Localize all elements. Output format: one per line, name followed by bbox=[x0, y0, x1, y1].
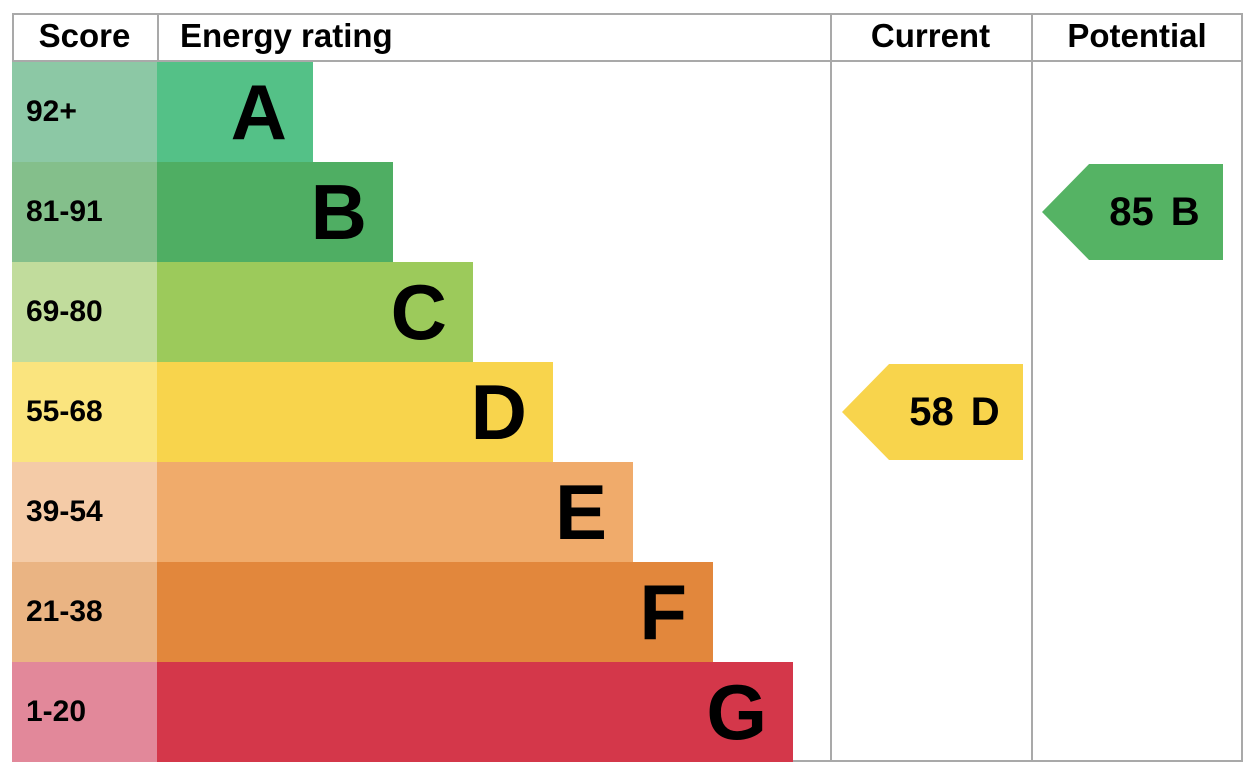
table-header-row: Score Energy rating Current Potential bbox=[12, 13, 1243, 60]
rating-band-row-b: 81-91 B bbox=[12, 162, 1243, 262]
potential-column-header: Potential bbox=[1067, 17, 1207, 54]
score-range-label: 55-68 bbox=[12, 362, 157, 462]
rating-band-bar: G bbox=[157, 662, 793, 762]
epc-table: Score Energy rating Current Potential 92… bbox=[12, 13, 1243, 762]
score-range-label: 81-91 bbox=[12, 162, 157, 262]
score-range-label: 92+ bbox=[12, 62, 157, 162]
rating-band-row-d: 55-68 D bbox=[12, 362, 1243, 462]
rating-band-bar: C bbox=[157, 262, 473, 362]
rating-band-row-a: 92+ A bbox=[12, 62, 1243, 162]
score-range-label: 69-80 bbox=[12, 262, 157, 362]
header-bottom-border bbox=[12, 60, 1243, 62]
current-score-value: 58 bbox=[909, 389, 954, 434]
score-range-label: 39-54 bbox=[12, 462, 157, 562]
score-column-divider bbox=[157, 13, 159, 62]
current-column-header: Current bbox=[870, 17, 991, 54]
rating-band-rows: 92+ A 81-91 B 69-80 C 55-68 D 39-54 E 21-38 F 1-20 G bbox=[12, 62, 1243, 762]
rating-band-row-e: 39-54 E bbox=[12, 462, 1243, 562]
header-left-border bbox=[12, 13, 14, 62]
rating-band-bar: D bbox=[157, 362, 553, 462]
potential-score-value: 85 bbox=[1109, 189, 1154, 234]
current-band-letter: D bbox=[970, 389, 1000, 434]
rating-band-bar: F bbox=[157, 562, 713, 662]
rating-band-row-c: 69-80 C bbox=[12, 262, 1243, 362]
potential-band-letter: B bbox=[1170, 189, 1200, 234]
score-column-header: Score bbox=[38, 17, 131, 54]
rating-band-row-f: 21-38 F bbox=[12, 562, 1243, 662]
rating-band-bar: E bbox=[157, 462, 633, 562]
table-top-border bbox=[12, 13, 1243, 15]
energy-rating-column-header: Energy rating bbox=[180, 17, 393, 54]
table-right-border bbox=[1241, 13, 1243, 762]
potential-column-divider bbox=[1031, 13, 1033, 762]
current-column-divider bbox=[830, 13, 832, 762]
score-range-label: 21-38 bbox=[12, 562, 157, 662]
score-range-label: 1-20 bbox=[12, 662, 157, 762]
rating-band-bar: A bbox=[157, 62, 313, 162]
rating-band-bar: B bbox=[157, 162, 393, 262]
rating-band-row-g: 1-20 G bbox=[12, 662, 1243, 762]
